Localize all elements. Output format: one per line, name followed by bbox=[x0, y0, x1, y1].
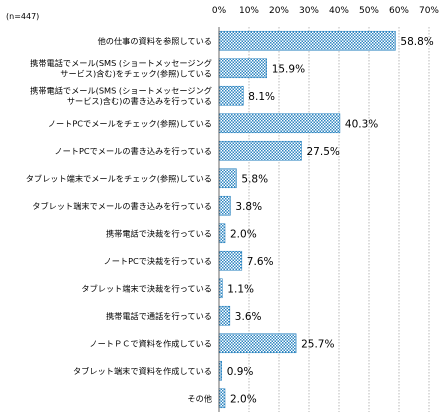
category-label: タブレット端末でメールの書き込みを行っている bbox=[32, 201, 212, 211]
x-tick-label: 0% bbox=[212, 6, 227, 16]
bar bbox=[218, 388, 226, 409]
bar bbox=[218, 305, 231, 326]
value-label: 2.0% bbox=[230, 228, 257, 240]
gridlines bbox=[248, 27, 430, 412]
category-label: タブレット端末で資料を作成している bbox=[73, 366, 212, 376]
bar bbox=[218, 360, 222, 381]
x-tick-label: 40% bbox=[329, 6, 349, 16]
x-tick-label: 30% bbox=[299, 6, 319, 16]
x-axis-ticks: 0% 10% 20% 30% 40% 50% 60% 70% bbox=[212, 6, 439, 16]
bar bbox=[218, 168, 237, 189]
value-label: 2.0% bbox=[230, 393, 257, 405]
bar bbox=[218, 250, 243, 271]
bar bbox=[218, 140, 302, 161]
value-label: 1.1% bbox=[227, 283, 254, 295]
category-label: サービス)含む)をチェック(参照)している bbox=[60, 69, 212, 79]
value-label: 7.6% bbox=[247, 256, 274, 268]
category-label: 携帯電話でメール(SMS (ショートメッセージング bbox=[30, 86, 212, 96]
bar bbox=[218, 30, 396, 51]
value-label: 15.9% bbox=[272, 63, 305, 75]
x-tick-label: 70% bbox=[419, 6, 439, 16]
category-label: ノートPCでメールをチェック(参照)している bbox=[48, 118, 212, 128]
value-label: 5.8% bbox=[241, 173, 268, 185]
value-label: 8.1% bbox=[248, 91, 275, 103]
bars bbox=[218, 30, 396, 409]
bar bbox=[218, 85, 244, 106]
category-label: ノートPCで決裁を行っている bbox=[104, 256, 213, 266]
category-label: 携帯電話で決裁を行っている bbox=[106, 228, 212, 238]
value-label: 40.3% bbox=[345, 118, 378, 130]
bar bbox=[218, 113, 341, 134]
category-label: ノートPCでメールの書き込みを行っている bbox=[54, 146, 212, 156]
value-labels: 58.8% 15.9% 8.1% 40.3% 27.5% 5.8% 3.8% 2.0% 7.6%… bbox=[227, 36, 434, 406]
bar bbox=[218, 223, 226, 244]
category-label: その他 bbox=[187, 393, 212, 403]
bar bbox=[218, 333, 297, 354]
x-tick-label: 20% bbox=[269, 6, 289, 16]
x-tick-label: 50% bbox=[359, 6, 379, 16]
category-label: タブレット端末でメールをチェック(参照)している bbox=[26, 173, 212, 183]
value-label: 58.8% bbox=[400, 36, 433, 48]
value-label: 3.8% bbox=[235, 201, 262, 213]
value-label: 3.6% bbox=[235, 311, 262, 323]
bar bbox=[218, 195, 231, 216]
sample-size-note: (n=447) bbox=[6, 12, 39, 21]
category-label: ノートＰＣで資料を作成している bbox=[89, 338, 212, 348]
x-tick-label: 60% bbox=[389, 6, 409, 16]
value-label: 27.5% bbox=[307, 146, 340, 158]
bar bbox=[218, 278, 223, 299]
bar bbox=[218, 58, 268, 79]
x-tick-label: 10% bbox=[239, 6, 259, 16]
category-label: 携帯電話で通話を行っている bbox=[106, 311, 212, 321]
category-label: サービス)含む)の書き込みを行っている bbox=[67, 96, 212, 106]
category-label: タブレット端末で決裁を行っている bbox=[81, 283, 212, 293]
value-label: 0.9% bbox=[227, 366, 254, 378]
value-label: 25.7% bbox=[301, 338, 334, 350]
category-label: 携帯電話でメール(SMS (ショートメッセージング bbox=[30, 58, 212, 68]
category-label: 他の仕事の資料を参照している bbox=[98, 36, 212, 46]
